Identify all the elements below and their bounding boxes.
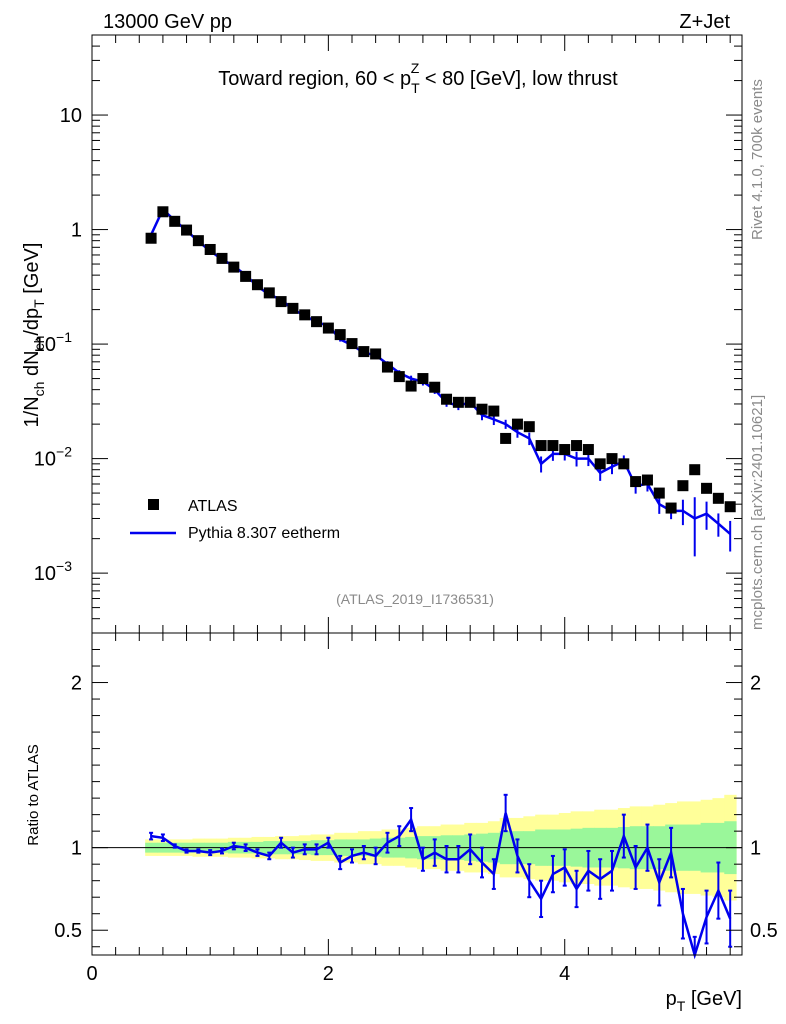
atlas-data-point <box>370 348 382 360</box>
atlas-data-point <box>358 346 370 358</box>
atlas-data-point <box>181 224 193 236</box>
atlas-data-point <box>169 215 181 227</box>
main-y-axis-label: 1/Nch dNch/dpT [GeV] <box>21 243 47 428</box>
atlas-data-point <box>204 243 216 255</box>
atlas-data-point <box>216 252 228 264</box>
main-y-tick-label: 10 <box>60 105 82 127</box>
atlas-data-point <box>417 373 429 385</box>
atlas-data-point <box>523 421 535 433</box>
atlas-data-point <box>547 440 559 452</box>
atlas-data-point <box>630 476 642 488</box>
atlas-data-point <box>464 396 476 408</box>
legend-pythia-label: Pythia 8.307 eetherm <box>188 525 340 542</box>
main-panel: 10 1 10−1 10−2 10−3 Toward region, 60 < pTZ … <box>21 34 743 634</box>
atlas-data-point <box>641 474 653 486</box>
atlas-data-point <box>381 361 393 373</box>
atlas-data-point <box>145 232 157 244</box>
atlas-data-point <box>299 309 311 321</box>
atlas-data-point <box>334 329 346 341</box>
main-y-tick-label: 10−1 <box>34 329 72 356</box>
x-axis-label: pT [GeV] <box>666 988 742 1014</box>
atlas-data-point <box>511 418 523 430</box>
legend-atlas-marker <box>148 499 159 510</box>
atlas-data-point <box>665 502 677 514</box>
ratio-y-tick-label-right: 1 <box>750 838 761 860</box>
atlas-data-point <box>488 405 500 417</box>
atlas-data-point <box>287 302 299 314</box>
atlas-data-point <box>476 403 488 415</box>
atlas-data-point <box>689 464 701 476</box>
atlas-data-point <box>157 206 169 218</box>
ratio-panel: 0 2 4 0.5 0.5 1 1 2 2 Ratio to ATLAS pT [GeV] <box>25 632 778 1014</box>
atlas-data-point <box>228 261 240 273</box>
x-tick-label: 2 <box>323 963 334 985</box>
atlas-data-point <box>582 444 594 456</box>
main-y-tick-label: 10−3 <box>34 558 72 585</box>
rivet-version-label: Rivet 4.1.0, 700k events <box>749 79 766 240</box>
atlas-data-point <box>571 440 583 452</box>
atlas-data-point <box>559 444 571 456</box>
atlas-data-point <box>618 458 630 470</box>
ratio-y-tick-label-right: 0.5 <box>750 920 778 942</box>
ratio-y-tick-label: 1 <box>71 838 82 860</box>
atlas-data-point <box>653 487 665 499</box>
atlas-data-point <box>701 482 713 494</box>
atlas-data-point <box>606 453 618 465</box>
atlas-data-point <box>452 396 464 408</box>
atlas-data-point <box>677 480 689 492</box>
header-energy-label: 13000 GeV pp <box>103 11 232 33</box>
atlas-data-point <box>322 322 334 334</box>
main-y-tick-label: 10−2 <box>34 444 72 471</box>
atlas-data-point <box>535 440 547 452</box>
main-plot-title: Toward region, 60 < pTZ < 80 [GeV], low … <box>218 60 618 96</box>
atlas-data-point <box>724 501 736 513</box>
ratio-y-tick-label: 2 <box>71 673 82 695</box>
legend-atlas-label: ATLAS <box>188 498 238 515</box>
ratio-y-tick-label: 0.5 <box>54 920 82 942</box>
analysis-id-label: (ATLAS_2019_I1736531) <box>336 591 494 607</box>
atlas-data-point <box>405 380 417 392</box>
atlas-data-point <box>275 296 287 308</box>
atlas-data-point <box>594 458 606 470</box>
ratio-series-line <box>150 812 732 960</box>
atlas-data-point <box>712 492 724 504</box>
header-process-label: Z+Jet <box>679 11 730 33</box>
ratio-y-tick-label-right: 2 <box>750 673 761 695</box>
main-plot-frame <box>91 34 743 634</box>
ratio-y-axis-label: Ratio to ATLAS <box>25 744 42 845</box>
main-y-tick-label: 1 <box>71 220 82 242</box>
x-tick-label: 0 <box>86 963 97 985</box>
atlas-data-point <box>311 316 323 328</box>
atlas-data-point <box>263 287 275 299</box>
mcplots-reference-label: mcplots.cern.ch [arXiv:2401.10621] <box>749 395 766 630</box>
atlas-data-point <box>429 381 441 393</box>
legend: ATLAS Pythia 8.307 eetherm <box>130 498 340 542</box>
atlas-data-point <box>346 338 358 350</box>
atlas-data-point <box>192 235 204 247</box>
atlas-data-point <box>251 279 263 291</box>
x-tick-label: 4 <box>559 963 570 985</box>
atlas-data-point <box>500 432 512 444</box>
atlas-data-point <box>441 393 453 405</box>
ratio-plot-frame <box>91 632 743 956</box>
atlas-data-point <box>240 270 252 282</box>
atlas-data-point <box>393 371 405 383</box>
